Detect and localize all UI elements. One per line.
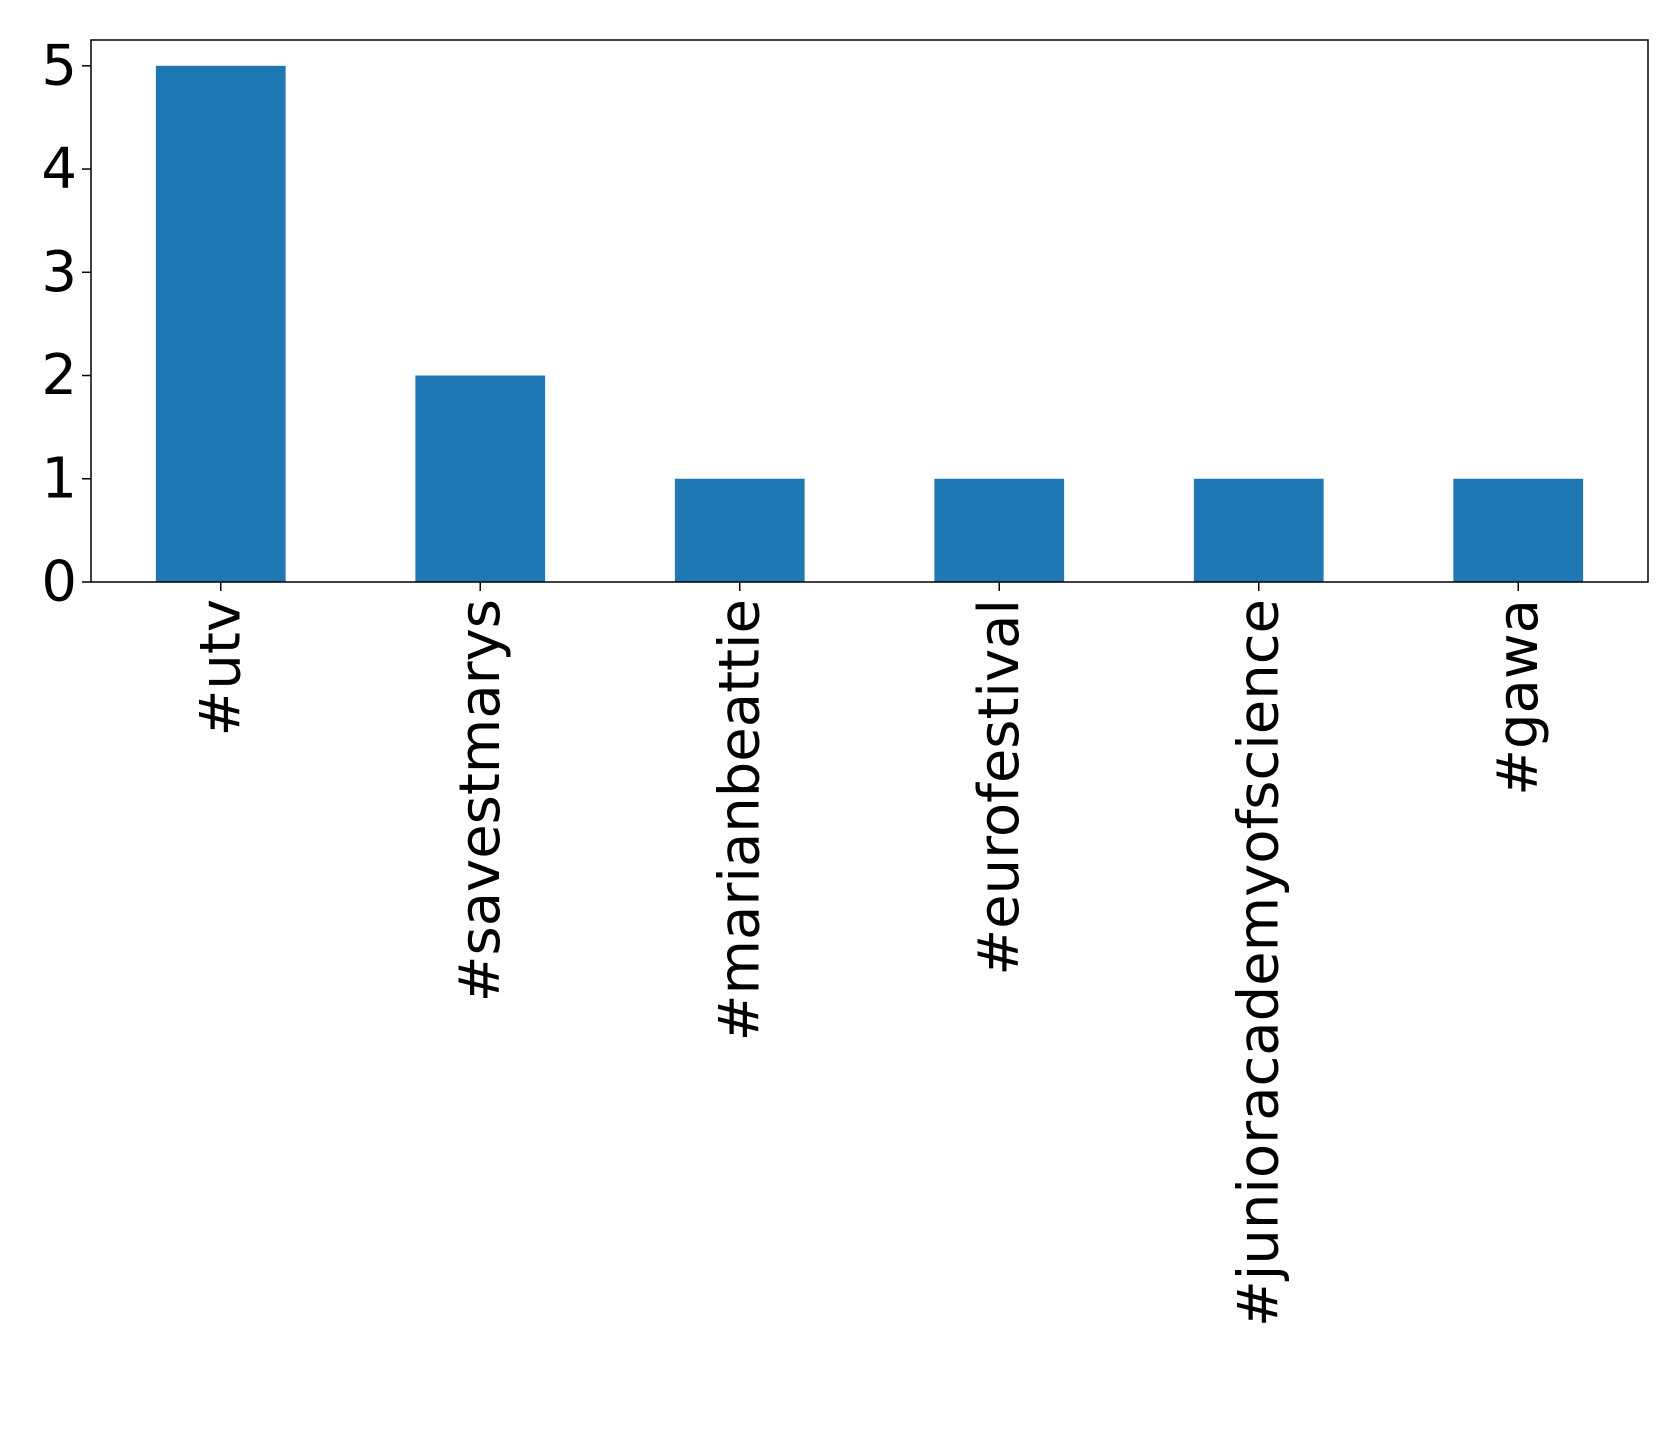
bar [934, 478, 1065, 582]
bars-layer [155, 65, 1584, 583]
bar [155, 65, 286, 583]
x-tick-label: #gawa [1486, 599, 1551, 796]
x-tick-label: #savestmarys [448, 599, 513, 1002]
x-tick-label: #eurofestival [967, 599, 1032, 976]
y-tick-label: 0 [41, 550, 77, 615]
x-tick-label: #utv [188, 599, 253, 737]
y-tick-label: 1 [41, 446, 77, 511]
y-tick-label: 3 [41, 240, 77, 305]
y-tick-label: 5 [41, 33, 77, 98]
x-tick-label: #junioracademyofscience [1226, 599, 1291, 1327]
bar [674, 478, 805, 582]
bar [1193, 478, 1324, 582]
bar [415, 375, 546, 582]
x-tick-label: #marianbeattie [707, 599, 772, 1041]
y-tick-label: 4 [41, 137, 77, 202]
bar [1453, 478, 1584, 582]
x-axis: #utv #savestmarys #marianbeattie #eurofesti… [188, 582, 1551, 1327]
y-axis: 0 1 2 3 4 5 [41, 33, 91, 615]
y-tick-label: 2 [41, 343, 77, 408]
plot-frame [90, 39, 1649, 583]
